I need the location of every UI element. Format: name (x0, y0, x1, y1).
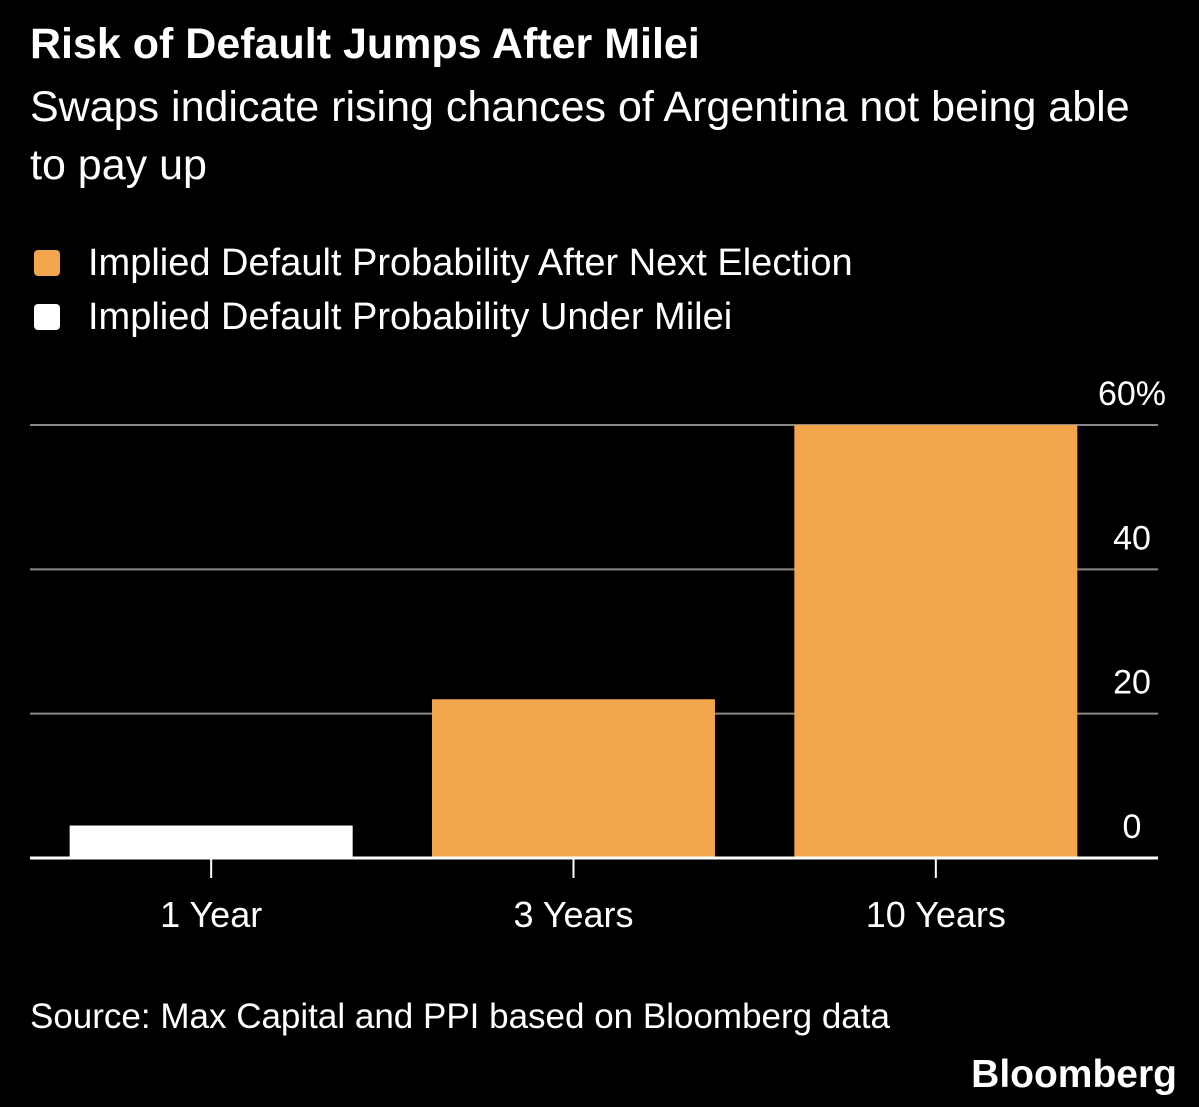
x-tick-label: 10 Years (866, 894, 1006, 935)
y-tick-label: 40 (1113, 519, 1151, 557)
y-tick-label: 0 (1123, 808, 1142, 846)
legend-label-under-milei: Implied Default Probability Under Milei (88, 296, 733, 338)
legend-swatch-under-milei (34, 304, 60, 330)
legend: Implied Default Probability After Next E… (34, 236, 853, 344)
legend-item-under-milei: Implied Default Probability Under Milei (34, 290, 853, 344)
y-tick-label: 20 (1113, 664, 1151, 702)
legend-label-after-next-election: Implied Default Probability After Next E… (88, 242, 853, 284)
x-tick-label: 3 Years (513, 894, 633, 935)
source-note: Source: Max Capital and PPI based on Blo… (30, 997, 890, 1036)
chart-title: Risk of Default Jumps After Milei (30, 20, 700, 68)
chart-subtitle: Swaps indicate rising chances of Argenti… (30, 83, 1130, 189)
bloomberg-logo: Bloomberg (971, 1053, 1177, 1096)
bar (432, 699, 715, 858)
legend-swatch-after-next-election (34, 250, 60, 276)
bar (794, 425, 1078, 858)
legend-item-after-next-election: Implied Default Probability After Next E… (34, 236, 853, 290)
bar (69, 825, 353, 858)
x-tick-label: 1 Year (160, 894, 262, 935)
y-tick-label: 60% (1098, 375, 1166, 413)
